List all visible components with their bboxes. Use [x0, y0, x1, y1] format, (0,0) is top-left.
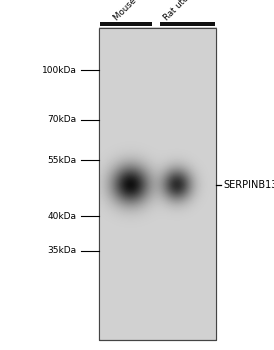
- Text: 35kDa: 35kDa: [48, 246, 77, 255]
- Text: SERPINB13: SERPINB13: [223, 180, 274, 190]
- Bar: [99, 28, 216, 340]
- Text: Mouse uterus: Mouse uterus: [112, 0, 160, 23]
- Text: Rat uterus: Rat uterus: [162, 0, 200, 23]
- Text: 100kDa: 100kDa: [42, 65, 77, 75]
- Bar: [100, 22, 152, 26]
- Bar: [160, 22, 215, 26]
- Text: 40kDa: 40kDa: [48, 212, 77, 221]
- Text: 70kDa: 70kDa: [48, 116, 77, 124]
- Text: 55kDa: 55kDa: [48, 156, 77, 165]
- Bar: [99, 28, 216, 340]
